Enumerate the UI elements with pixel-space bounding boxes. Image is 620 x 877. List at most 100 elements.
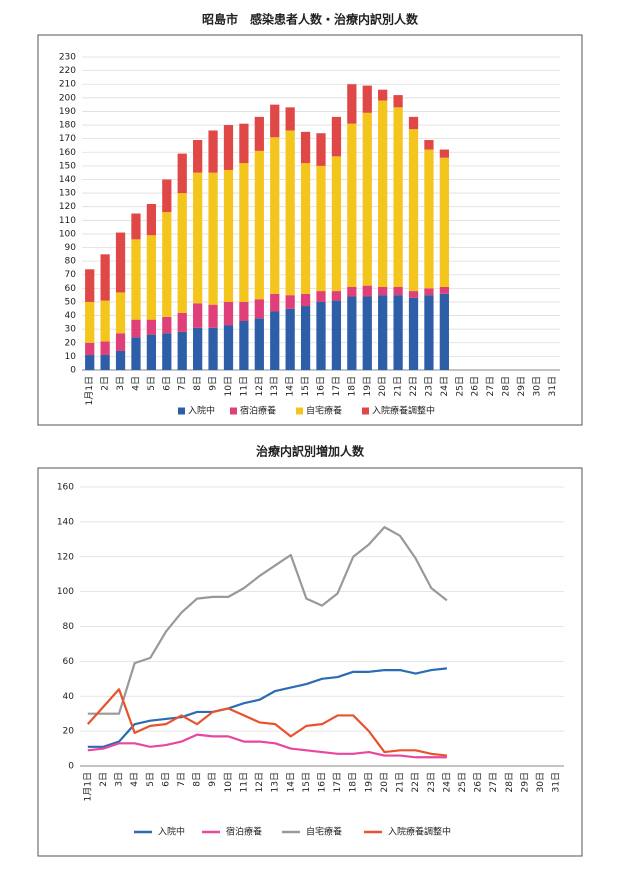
bar-segment — [208, 172, 218, 305]
legend-label: 宿泊療養 — [226, 826, 262, 838]
y-tick-label: 80 — [65, 257, 77, 267]
x-tick-label: 31日 — [551, 772, 562, 792]
bar-segment — [162, 179, 172, 213]
y-tick-label: 190 — [59, 107, 76, 117]
series-line — [87, 733, 447, 759]
y-tick-label: 60 — [65, 284, 77, 294]
bar-segment — [300, 131, 311, 164]
bar-segment — [347, 123, 357, 287]
x-tick-label: 27日 — [485, 376, 496, 396]
bar-segment — [362, 285, 372, 297]
bar-segment — [285, 107, 295, 131]
x-tick-label: 23日 — [423, 376, 434, 396]
bar-segment — [270, 104, 280, 138]
bar-segment — [131, 337, 141, 370]
bar-segment — [223, 169, 234, 302]
bar-segment — [347, 286, 357, 297]
bar-segment — [208, 130, 218, 173]
bar-segment — [239, 321, 249, 370]
bar-segment — [424, 295, 434, 370]
x-tick-label: 7日 — [176, 772, 187, 787]
bar-segment — [85, 301, 95, 343]
bar-segment — [193, 303, 203, 328]
legend-label: 入院中 — [188, 405, 215, 417]
x-tick-label: 9日 — [208, 376, 219, 391]
bar-segment — [146, 334, 157, 370]
x-tick-label: 2日 — [100, 376, 111, 391]
x-tick-label: 25日 — [457, 772, 468, 792]
bar-segment — [362, 112, 372, 286]
legend-label: 入院中 — [158, 826, 185, 838]
x-tick-label: 11日 — [238, 772, 249, 792]
x-tick-label: 13日 — [269, 376, 280, 396]
chart-frame — [37, 34, 583, 426]
bar-segment — [85, 355, 95, 370]
x-tick-label: 15日 — [300, 376, 311, 396]
x-tick-label: 17日 — [331, 376, 342, 396]
x-tick-label: 28日 — [501, 376, 512, 396]
bar-segment — [316, 133, 326, 166]
x-tick-label: 28日 — [504, 772, 515, 792]
x-tick-label: 31日 — [547, 376, 558, 396]
bar-segment — [208, 304, 218, 328]
series-line — [87, 526, 448, 715]
y-tick-label: 80 — [63, 622, 75, 632]
x-tick-label: 30日 — [535, 772, 546, 792]
x-tick-label: 14日 — [285, 376, 296, 396]
bar-segment — [208, 327, 218, 370]
legend-label: 入院療養調整中 — [388, 826, 451, 838]
bar-segment — [115, 350, 126, 370]
y-tick-label: 50 — [65, 297, 77, 307]
bar-segment — [254, 299, 264, 319]
bar-segment — [300, 306, 311, 370]
bar-segment — [378, 295, 388, 370]
chart-title: 昭島市 感染患者人数・治療内訳別人数 — [202, 12, 419, 27]
bar-segment — [393, 107, 403, 287]
y-tick-label: 60 — [63, 657, 75, 667]
y-tick-label: 220 — [59, 66, 76, 76]
x-tick-label: 9日 — [207, 772, 218, 787]
y-tick-label: 0 — [70, 366, 76, 376]
bar-segment — [115, 333, 126, 351]
y-tick-label: 160 — [57, 483, 74, 493]
legend-label: 宿泊療養 — [240, 405, 276, 417]
bar-segment — [254, 318, 264, 370]
bar-segment — [424, 140, 434, 150]
x-tick-label: 11日 — [238, 376, 249, 396]
y-tick-label: 20 — [63, 727, 75, 737]
x-tick-label: 6日 — [160, 772, 171, 787]
legend-swatch — [178, 407, 185, 415]
x-tick-label: 15日 — [301, 772, 312, 792]
bar-segment — [270, 293, 280, 312]
bar-segment — [146, 203, 157, 236]
x-tick-label: 16日 — [316, 376, 327, 396]
legend-swatch — [296, 407, 303, 415]
y-tick-label: 110 — [59, 216, 76, 226]
bar-segment — [177, 331, 187, 370]
series-line — [87, 667, 448, 748]
bar-segment — [223, 325, 234, 370]
bar-segment — [393, 295, 403, 370]
bar-segment — [115, 292, 126, 334]
bar-segment — [316, 301, 326, 370]
bar-segment — [131, 213, 141, 240]
x-tick-label: 26日 — [473, 772, 484, 792]
bar-segment — [162, 316, 172, 334]
bar-segment — [100, 300, 110, 342]
bar-segment — [223, 125, 234, 170]
x-tick-label: 10日 — [223, 376, 234, 396]
x-tick-label: 10日 — [223, 772, 234, 792]
x-tick-label: 21日 — [393, 376, 404, 396]
legend-label: 入院療養調整中 — [372, 405, 435, 417]
bar-segment — [177, 193, 187, 313]
series-line — [86, 688, 448, 757]
y-tick-label: 140 — [57, 517, 74, 527]
bar-segment — [131, 319, 141, 338]
x-tick-label: 20日 — [379, 772, 390, 792]
y-tick-label: 70 — [65, 270, 77, 280]
y-tick-label: 230 — [59, 53, 76, 63]
bar-segment — [300, 293, 311, 307]
x-tick-label: 18日 — [348, 772, 359, 792]
x-tick-label: 21日 — [395, 772, 406, 792]
